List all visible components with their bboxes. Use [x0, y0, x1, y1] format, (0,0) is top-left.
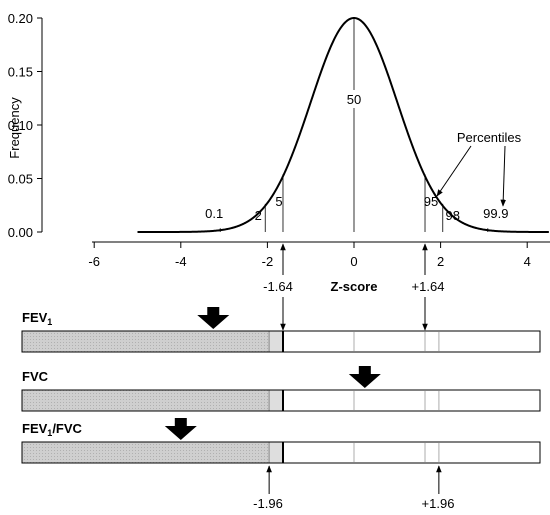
bar-label-suffix: /FVC: [52, 421, 82, 436]
cutoff-arrows: [266, 243, 442, 494]
normal-segment: [282, 390, 540, 411]
lln-zone-segment: [269, 331, 283, 352]
bar-label: FEV1: [22, 310, 52, 327]
percentile-label: 2: [255, 208, 262, 223]
x-tick-label: -4: [175, 254, 187, 269]
percentile-label: 5: [275, 194, 282, 209]
y-axis-title: Frequency: [7, 97, 22, 159]
lln-zone-segment: [269, 442, 283, 463]
lln-zone-segment: [269, 390, 283, 411]
x-tick-label: 4: [524, 254, 531, 269]
y-tick-label: 0.10: [8, 118, 33, 133]
percentiles-arrow-right: [500, 145, 507, 207]
bar-outline: [21, 441, 541, 464]
y-tick-label: 0.05: [8, 172, 33, 187]
frequency-plot: 0.000.050.100.150.20 -6 -4 -2 0 2 4 Frequency…: [7, 11, 550, 294]
percentile-label: 99.9: [483, 206, 508, 221]
bar-2: FVC: [21, 366, 541, 412]
spirometry-bars: FEV1 FVC FEV1/FVC: [21, 307, 541, 464]
cutoff-label-bottom-right: +1.96: [422, 496, 455, 511]
bar-label-subscript: 1: [47, 317, 52, 327]
x-tick-label: -6: [88, 254, 100, 269]
normal-segment: [282, 331, 540, 352]
y-tick-label: 0.15: [8, 65, 33, 80]
x-axis-title: Z-score: [331, 279, 378, 294]
bar-outline: [21, 389, 541, 412]
percentile-label-bg: [345, 90, 363, 108]
x-tick-label: -2: [262, 254, 274, 269]
percentile-label: 0.1: [205, 206, 223, 221]
result-arrow-icon: [164, 418, 197, 440]
percentile-label: 50: [347, 92, 361, 107]
percentiles-title: Percentiles: [457, 130, 522, 145]
below-lln-segment: [22, 442, 270, 463]
percentiles-arrow-left: [436, 145, 472, 197]
bar-3: FEV1/FVC: [21, 418, 541, 464]
bar-label-subscript: 1: [47, 428, 52, 438]
normal-segment: [282, 442, 540, 463]
bar-outline: [21, 330, 541, 353]
below-lln-segment: [22, 331, 270, 352]
x-tick-label: 2: [437, 254, 444, 269]
percentile-label: 98: [446, 208, 460, 223]
bar-1: FEV1: [21, 307, 541, 353]
cutoff-label-top-right: +1.64: [412, 279, 445, 294]
bar-label: FEV1/FVC: [22, 421, 83, 438]
cutoff-label-bottom-left: -1.96: [253, 496, 283, 511]
result-arrow-icon: [348, 366, 381, 388]
below-lln-segment: [22, 390, 270, 411]
normal-density-curve: [137, 16, 549, 233]
y-tick-label: 0.00: [8, 225, 33, 240]
result-arrow-icon: [197, 307, 230, 329]
x-tick-label: 0: [350, 254, 357, 269]
y-tick-label: 0.20: [8, 11, 33, 26]
percentile-label: 95: [424, 194, 438, 209]
bar-label: FVC: [22, 369, 49, 384]
cutoff-label-top-left: -1.64: [263, 279, 293, 294]
